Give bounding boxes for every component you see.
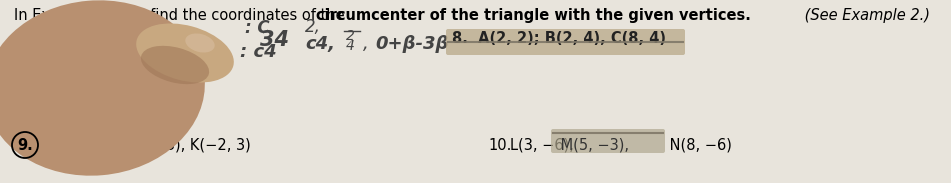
- Text: L(3, −6),: L(3, −6),: [510, 138, 573, 153]
- Ellipse shape: [141, 46, 209, 84]
- Ellipse shape: [0, 0, 204, 176]
- Ellipse shape: [185, 33, 215, 53]
- Text: : C: : C: [245, 19, 270, 37]
- FancyBboxPatch shape: [446, 29, 685, 55]
- Text: circumcenter of the triangle with the given vertices.: circumcenter of the triangle with the gi…: [316, 8, 751, 23]
- Text: 9.: 9.: [17, 138, 33, 153]
- Text: 2,: 2,: [305, 18, 320, 36]
- Text: 2: 2: [346, 29, 355, 43]
- Text: ,: ,: [363, 35, 369, 53]
- FancyBboxPatch shape: [551, 129, 665, 153]
- Text: 4: 4: [346, 39, 355, 53]
- Text: 0+β-3β: 0+β-3β: [375, 35, 448, 53]
- Text: 34: 34: [260, 30, 289, 50]
- Text: N(8, −6): N(8, −6): [665, 138, 732, 153]
- Text: : c4: : c4: [240, 43, 277, 61]
- Ellipse shape: [136, 23, 234, 83]
- Text: 8.  A(2, 2); B(2, 4), C(8, 4): 8. A(2, 2); B(2, 4), C(8, 4): [452, 31, 666, 46]
- Text: H(−10, 7), J(−6, 3), K(−2, 3): H(−10, 7), J(−6, 3), K(−2, 3): [44, 138, 251, 153]
- Text: In Exercises 7–10, find the coordinates of the: In Exercises 7–10, find the coordinates …: [14, 8, 349, 23]
- Text: (See Example 2.): (See Example 2.): [800, 8, 930, 23]
- Text: 10.: 10.: [488, 138, 512, 153]
- Text: M(5, −3),: M(5, −3),: [556, 138, 629, 153]
- Text: c4,: c4,: [305, 35, 335, 53]
